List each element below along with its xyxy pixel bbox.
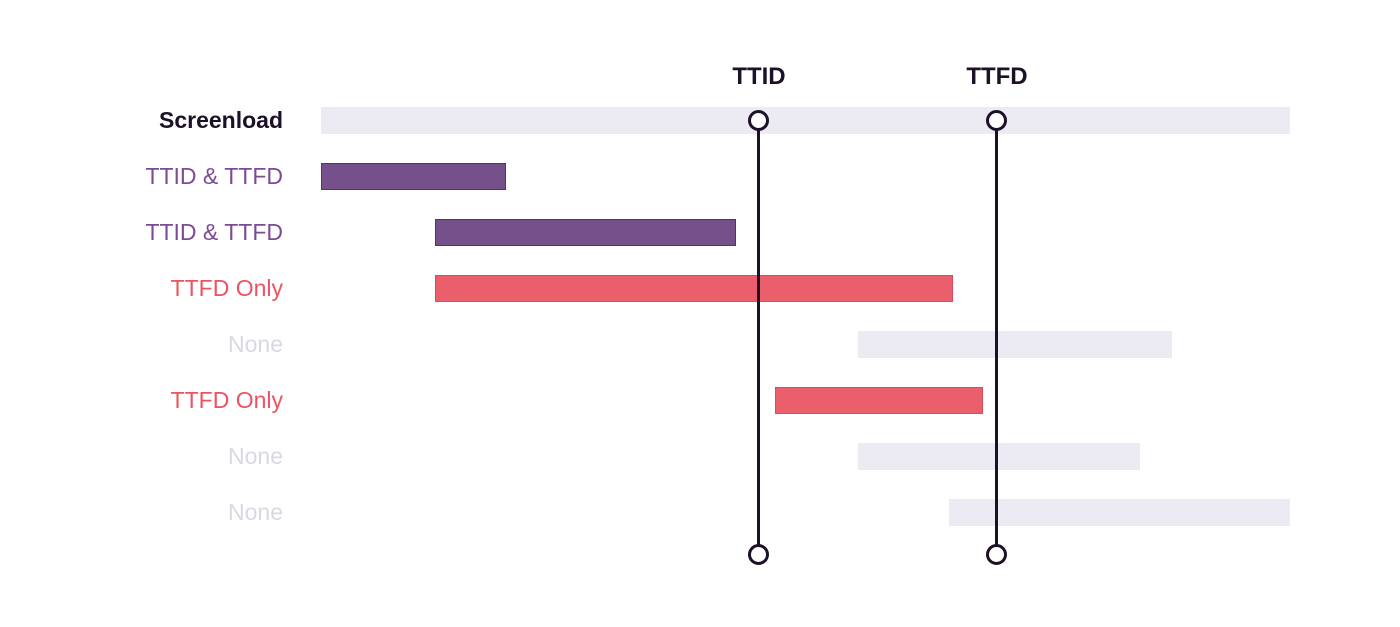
marker-line (995, 121, 999, 555)
marker-circle-top (747, 110, 769, 131)
row-label-both: TTID & TTFD (145, 163, 283, 189)
timeline-row: TTFD Only (0, 275, 1400, 302)
timeline-row: Screenload (0, 107, 1400, 134)
row-label-both: TTID & TTFD (145, 219, 283, 245)
span-bar-screenload (321, 107, 1290, 134)
timeline-row: None (0, 331, 1400, 358)
span-bar-none (949, 499, 1290, 526)
timeline-row: TTFD Only (0, 387, 1400, 414)
row-label-none: None (228, 499, 283, 525)
row-label-ttfd_only: TTFD Only (170, 387, 283, 413)
row-label-ttfd_only: TTFD Only (170, 275, 283, 301)
marker-line (757, 121, 761, 555)
row-label-screenload: Screenload (159, 107, 283, 133)
span-bar-ttfd_only (434, 275, 953, 302)
span-bar-none (858, 331, 1172, 358)
span-bar-both (434, 219, 737, 246)
marker-circle-bottom (985, 544, 1007, 565)
span-bar-ttfd_only (774, 387, 983, 414)
marker-label: TTID (732, 63, 786, 90)
timeline-row: None (0, 499, 1400, 526)
span-bar-both (321, 163, 506, 190)
span-bar-none (858, 443, 1140, 470)
marker-circle-top (985, 110, 1007, 131)
marker-circle-bottom (747, 544, 769, 565)
timeline-row: TTID & TTFD (0, 219, 1400, 246)
row-label-none: None (228, 443, 283, 469)
timeline-row: TTID & TTFD (0, 163, 1400, 190)
marker-label: TTFD (966, 63, 1028, 90)
row-label-none: None (228, 331, 283, 357)
timeline-row: None (0, 443, 1400, 470)
